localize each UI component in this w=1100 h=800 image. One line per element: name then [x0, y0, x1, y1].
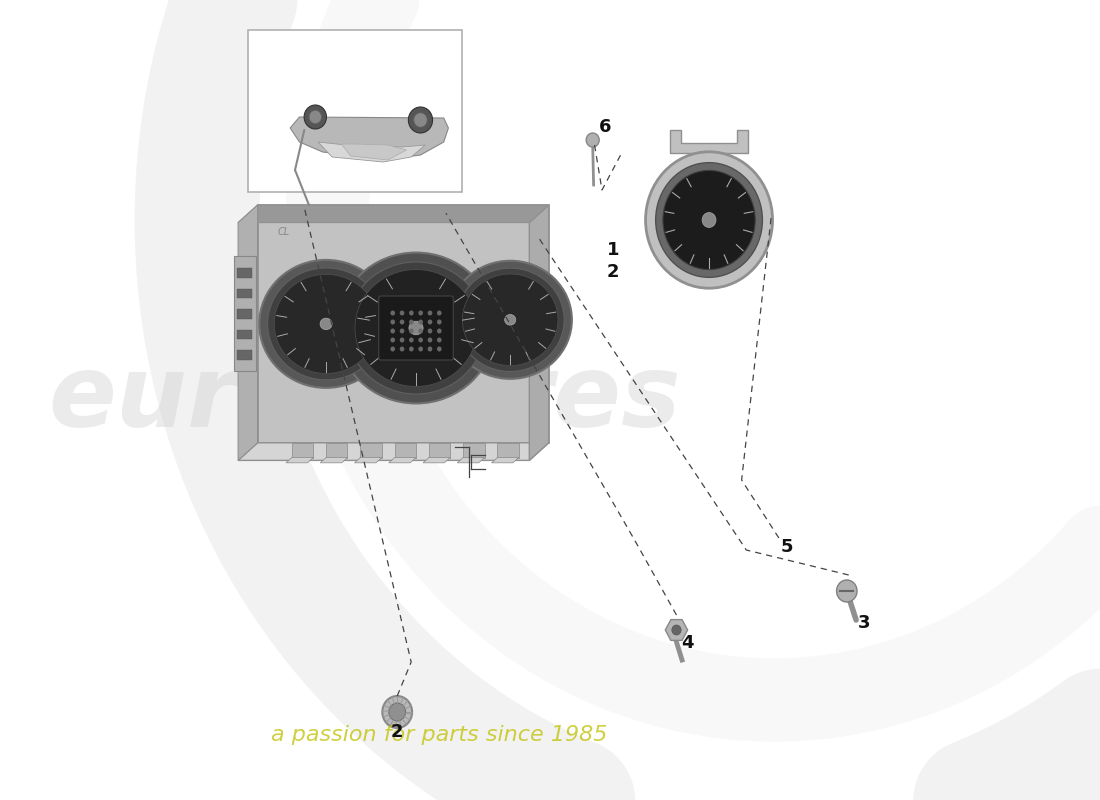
Ellipse shape — [656, 162, 762, 278]
Polygon shape — [463, 442, 484, 458]
Ellipse shape — [449, 261, 572, 379]
Polygon shape — [361, 442, 382, 458]
Polygon shape — [458, 458, 484, 463]
Polygon shape — [286, 458, 313, 463]
Ellipse shape — [267, 268, 385, 380]
Circle shape — [414, 113, 427, 127]
Polygon shape — [670, 130, 748, 153]
Circle shape — [390, 319, 395, 325]
Polygon shape — [497, 442, 519, 458]
Circle shape — [309, 110, 321, 123]
Bar — [249, 30, 462, 192]
Ellipse shape — [355, 270, 477, 386]
Polygon shape — [236, 330, 252, 339]
Circle shape — [418, 338, 424, 342]
Circle shape — [304, 105, 327, 129]
Ellipse shape — [348, 262, 485, 394]
Ellipse shape — [274, 274, 378, 374]
Ellipse shape — [646, 152, 772, 288]
Circle shape — [399, 310, 405, 315]
Circle shape — [418, 319, 424, 325]
Circle shape — [409, 346, 414, 351]
Text: a passion for parts since 1985: a passion for parts since 1985 — [271, 725, 607, 745]
Circle shape — [428, 310, 432, 315]
FancyBboxPatch shape — [378, 296, 453, 360]
Circle shape — [399, 319, 405, 325]
Polygon shape — [320, 458, 348, 463]
Circle shape — [409, 329, 414, 334]
Polygon shape — [236, 350, 252, 360]
Text: 6: 6 — [600, 118, 612, 136]
Polygon shape — [238, 205, 549, 222]
Circle shape — [409, 338, 414, 342]
Circle shape — [437, 346, 441, 351]
Polygon shape — [292, 442, 313, 458]
Polygon shape — [236, 289, 252, 298]
Circle shape — [437, 329, 441, 334]
Text: 4: 4 — [681, 634, 694, 652]
Ellipse shape — [260, 260, 393, 388]
Circle shape — [390, 338, 395, 342]
Ellipse shape — [462, 274, 558, 366]
Circle shape — [586, 133, 600, 147]
Text: 5: 5 — [781, 538, 793, 556]
Ellipse shape — [320, 318, 332, 330]
Text: CL: CL — [278, 226, 290, 237]
Circle shape — [390, 310, 395, 315]
Circle shape — [390, 329, 395, 334]
Ellipse shape — [663, 170, 756, 270]
Polygon shape — [529, 205, 549, 460]
Polygon shape — [257, 205, 549, 442]
Polygon shape — [429, 442, 450, 458]
Circle shape — [418, 346, 424, 351]
Circle shape — [418, 310, 424, 315]
Text: 2: 2 — [390, 723, 404, 741]
Circle shape — [702, 213, 716, 227]
Circle shape — [409, 319, 414, 325]
Circle shape — [399, 338, 405, 342]
Circle shape — [428, 346, 432, 351]
Text: 3: 3 — [858, 614, 870, 632]
Polygon shape — [238, 442, 549, 460]
Circle shape — [437, 319, 441, 325]
Circle shape — [428, 338, 432, 342]
Circle shape — [388, 703, 406, 721]
Circle shape — [390, 346, 395, 351]
Polygon shape — [492, 458, 519, 463]
Text: 1: 1 — [606, 241, 619, 259]
Circle shape — [383, 696, 412, 728]
Circle shape — [437, 338, 441, 342]
Polygon shape — [341, 144, 407, 160]
Polygon shape — [388, 458, 416, 463]
Polygon shape — [395, 442, 416, 458]
Circle shape — [428, 319, 432, 325]
Ellipse shape — [505, 314, 516, 325]
Polygon shape — [290, 117, 449, 160]
Polygon shape — [236, 309, 252, 319]
Text: 2: 2 — [606, 263, 619, 281]
Circle shape — [408, 107, 432, 133]
Circle shape — [837, 580, 857, 602]
Ellipse shape — [456, 268, 564, 371]
Polygon shape — [318, 142, 425, 162]
Polygon shape — [326, 442, 348, 458]
Circle shape — [672, 625, 681, 635]
Polygon shape — [354, 458, 382, 463]
Polygon shape — [424, 458, 450, 463]
Ellipse shape — [409, 322, 424, 334]
Polygon shape — [236, 268, 252, 278]
Circle shape — [399, 346, 405, 351]
Circle shape — [437, 310, 441, 315]
Polygon shape — [238, 205, 257, 460]
Circle shape — [418, 329, 424, 334]
Ellipse shape — [338, 253, 495, 403]
Text: eurospares: eurospares — [48, 351, 681, 449]
Polygon shape — [234, 256, 256, 370]
Circle shape — [428, 329, 432, 334]
Circle shape — [399, 329, 405, 334]
Circle shape — [409, 310, 414, 315]
